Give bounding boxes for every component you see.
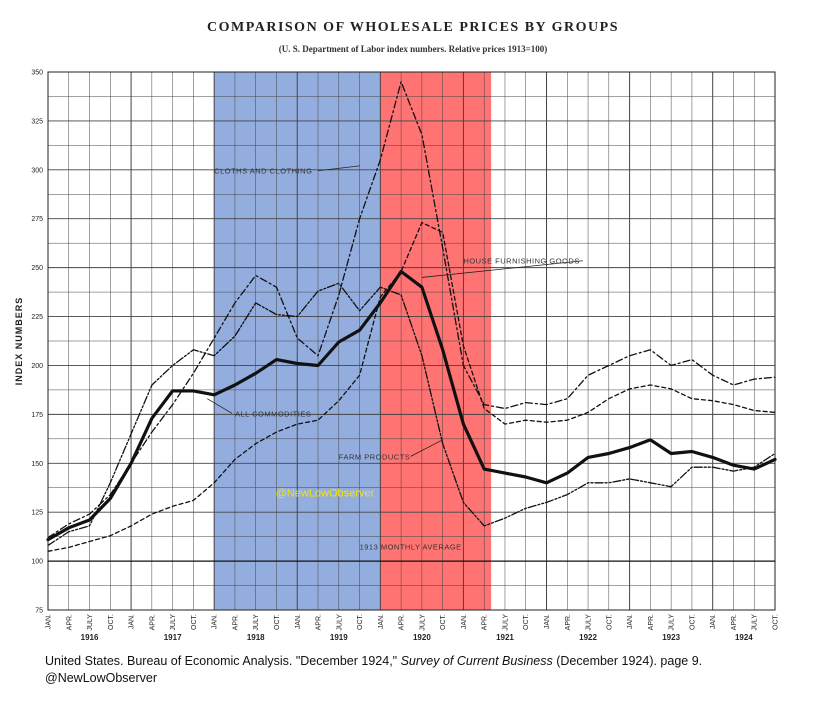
x-tick-label: OCT. <box>357 614 364 630</box>
chart-labels: 75 100 125 150 175 200 225 250 275 300 325 350 JAN. A… <box>14 70 780 643</box>
series-line-0 <box>46 269 777 542</box>
x-year-label: 1923 <box>662 633 680 642</box>
x-year-label: 1919 <box>330 633 348 642</box>
x-year-label: 1918 <box>247 633 265 642</box>
x-tick-label: OCT. <box>191 614 198 630</box>
x-tick-label: APR. <box>149 614 156 630</box>
x-tick-label: APR. <box>232 614 239 630</box>
x-tick-label: OCT. <box>108 614 115 630</box>
annotation-arrow <box>207 398 233 414</box>
series-line-3 <box>47 282 776 547</box>
x-tick-label: APR. <box>66 614 73 630</box>
grid-lines <box>47 71 776 611</box>
y-axis-title: INDEX NUMBERS <box>14 297 24 386</box>
chart-title: COMPARISON OF WHOLESALE PRICES BY GROUPS <box>207 20 619 35</box>
y-tick-label: 275 <box>31 216 43 223</box>
annotation-arrow <box>317 165 360 172</box>
x-tick-label: JULY <box>419 614 426 631</box>
x-year-label: 1916 <box>81 633 99 642</box>
caption-text-start: United States. Bureau of Economic Analys… <box>45 654 401 668</box>
watermark-label: @NewLowObserver <box>276 488 375 500</box>
x-tick-label: JAN. <box>710 614 717 629</box>
caption-publication-title: Survey of Current Business <box>400 654 553 668</box>
annotation-arrow <box>410 439 443 457</box>
x-tick-label: JAN. <box>295 614 302 629</box>
x-tick-label: JAN. <box>378 614 385 629</box>
x-tick-label: JULY <box>336 614 343 631</box>
x-tick-label: OCT. <box>274 614 281 630</box>
x-year-label: 1920 <box>413 633 431 642</box>
x-tick-label: JAN. <box>46 614 53 629</box>
y-tick-label: 300 <box>31 167 43 174</box>
y-tick-label: 250 <box>31 265 43 272</box>
x-tick-label: JULY <box>669 614 676 631</box>
x-year-label: 1921 <box>496 633 514 642</box>
x-tick-label: JULY <box>87 614 94 631</box>
x-tick-label: JAN. <box>129 614 136 629</box>
x-tick-label: APR. <box>482 614 489 630</box>
x-tick-label: JAN. <box>212 614 219 629</box>
x-tick-label: OCT. <box>689 614 696 630</box>
y-tick-label: 200 <box>31 363 43 370</box>
x-tick-label: JULY <box>752 614 759 631</box>
x-tick-label: OCT. <box>440 614 447 630</box>
x-year-label: 1917 <box>164 633 182 642</box>
source-caption: United States. Bureau of Economic Analys… <box>45 654 702 668</box>
x-tick-label: APR. <box>565 614 572 630</box>
y-tick-label: 325 <box>31 118 43 125</box>
plot-frame <box>47 71 776 611</box>
x-year-label: 1924 <box>735 633 753 642</box>
annotation-arrow <box>421 260 584 278</box>
y-tick-label: 175 <box>31 412 43 419</box>
caption-handle: @NewLowObserver <box>45 671 158 685</box>
x-tick-label: OCT. <box>606 614 613 630</box>
annotation-label: 1913 MONTHLY AVERAGE <box>360 542 462 551</box>
annotation-label: FARM PRODUCTS <box>339 452 411 461</box>
y-tick-label: 350 <box>31 70 43 77</box>
caption-text-end: (December 1924). page 9. <box>552 654 703 668</box>
annotation-label: ALL COMMODITIES <box>235 409 311 418</box>
series-line-2 <box>47 221 776 552</box>
y-tick-label: 75 <box>35 608 43 615</box>
x-tick-label: APR. <box>399 614 406 630</box>
annotation-label: HOUSE FURNISHING GOODS <box>463 257 579 266</box>
y-tick-label: 150 <box>31 461 43 468</box>
x-tick-label: APR. <box>648 614 655 630</box>
x-tick-label: JAN. <box>544 614 551 629</box>
chart-subtitle: (U. S. Department of Labor index numbers… <box>278 44 548 54</box>
series-lines <box>46 81 777 562</box>
x-year-label: 1922 <box>579 633 597 642</box>
y-tick-label: 125 <box>31 510 43 517</box>
x-tick-label: JULY <box>586 614 593 631</box>
x-tick-label: OCT. <box>773 614 780 630</box>
annotation-label: CLOTHS AND CLOTHING <box>214 167 312 176</box>
x-tick-label: JAN. <box>627 614 634 629</box>
x-tick-label: OCT. <box>523 614 530 630</box>
x-tick-label: APR. <box>731 614 738 630</box>
x-tick-label: JULY <box>170 614 177 631</box>
series-line-1 <box>47 81 776 539</box>
x-tick-label: JULY <box>502 614 509 631</box>
y-tick-label: 100 <box>31 559 43 566</box>
x-tick-label: JULY <box>253 614 260 631</box>
x-tick-label: JAN. <box>461 614 468 629</box>
y-tick-label: 225 <box>31 314 43 321</box>
x-tick-label: APR. <box>316 614 323 630</box>
